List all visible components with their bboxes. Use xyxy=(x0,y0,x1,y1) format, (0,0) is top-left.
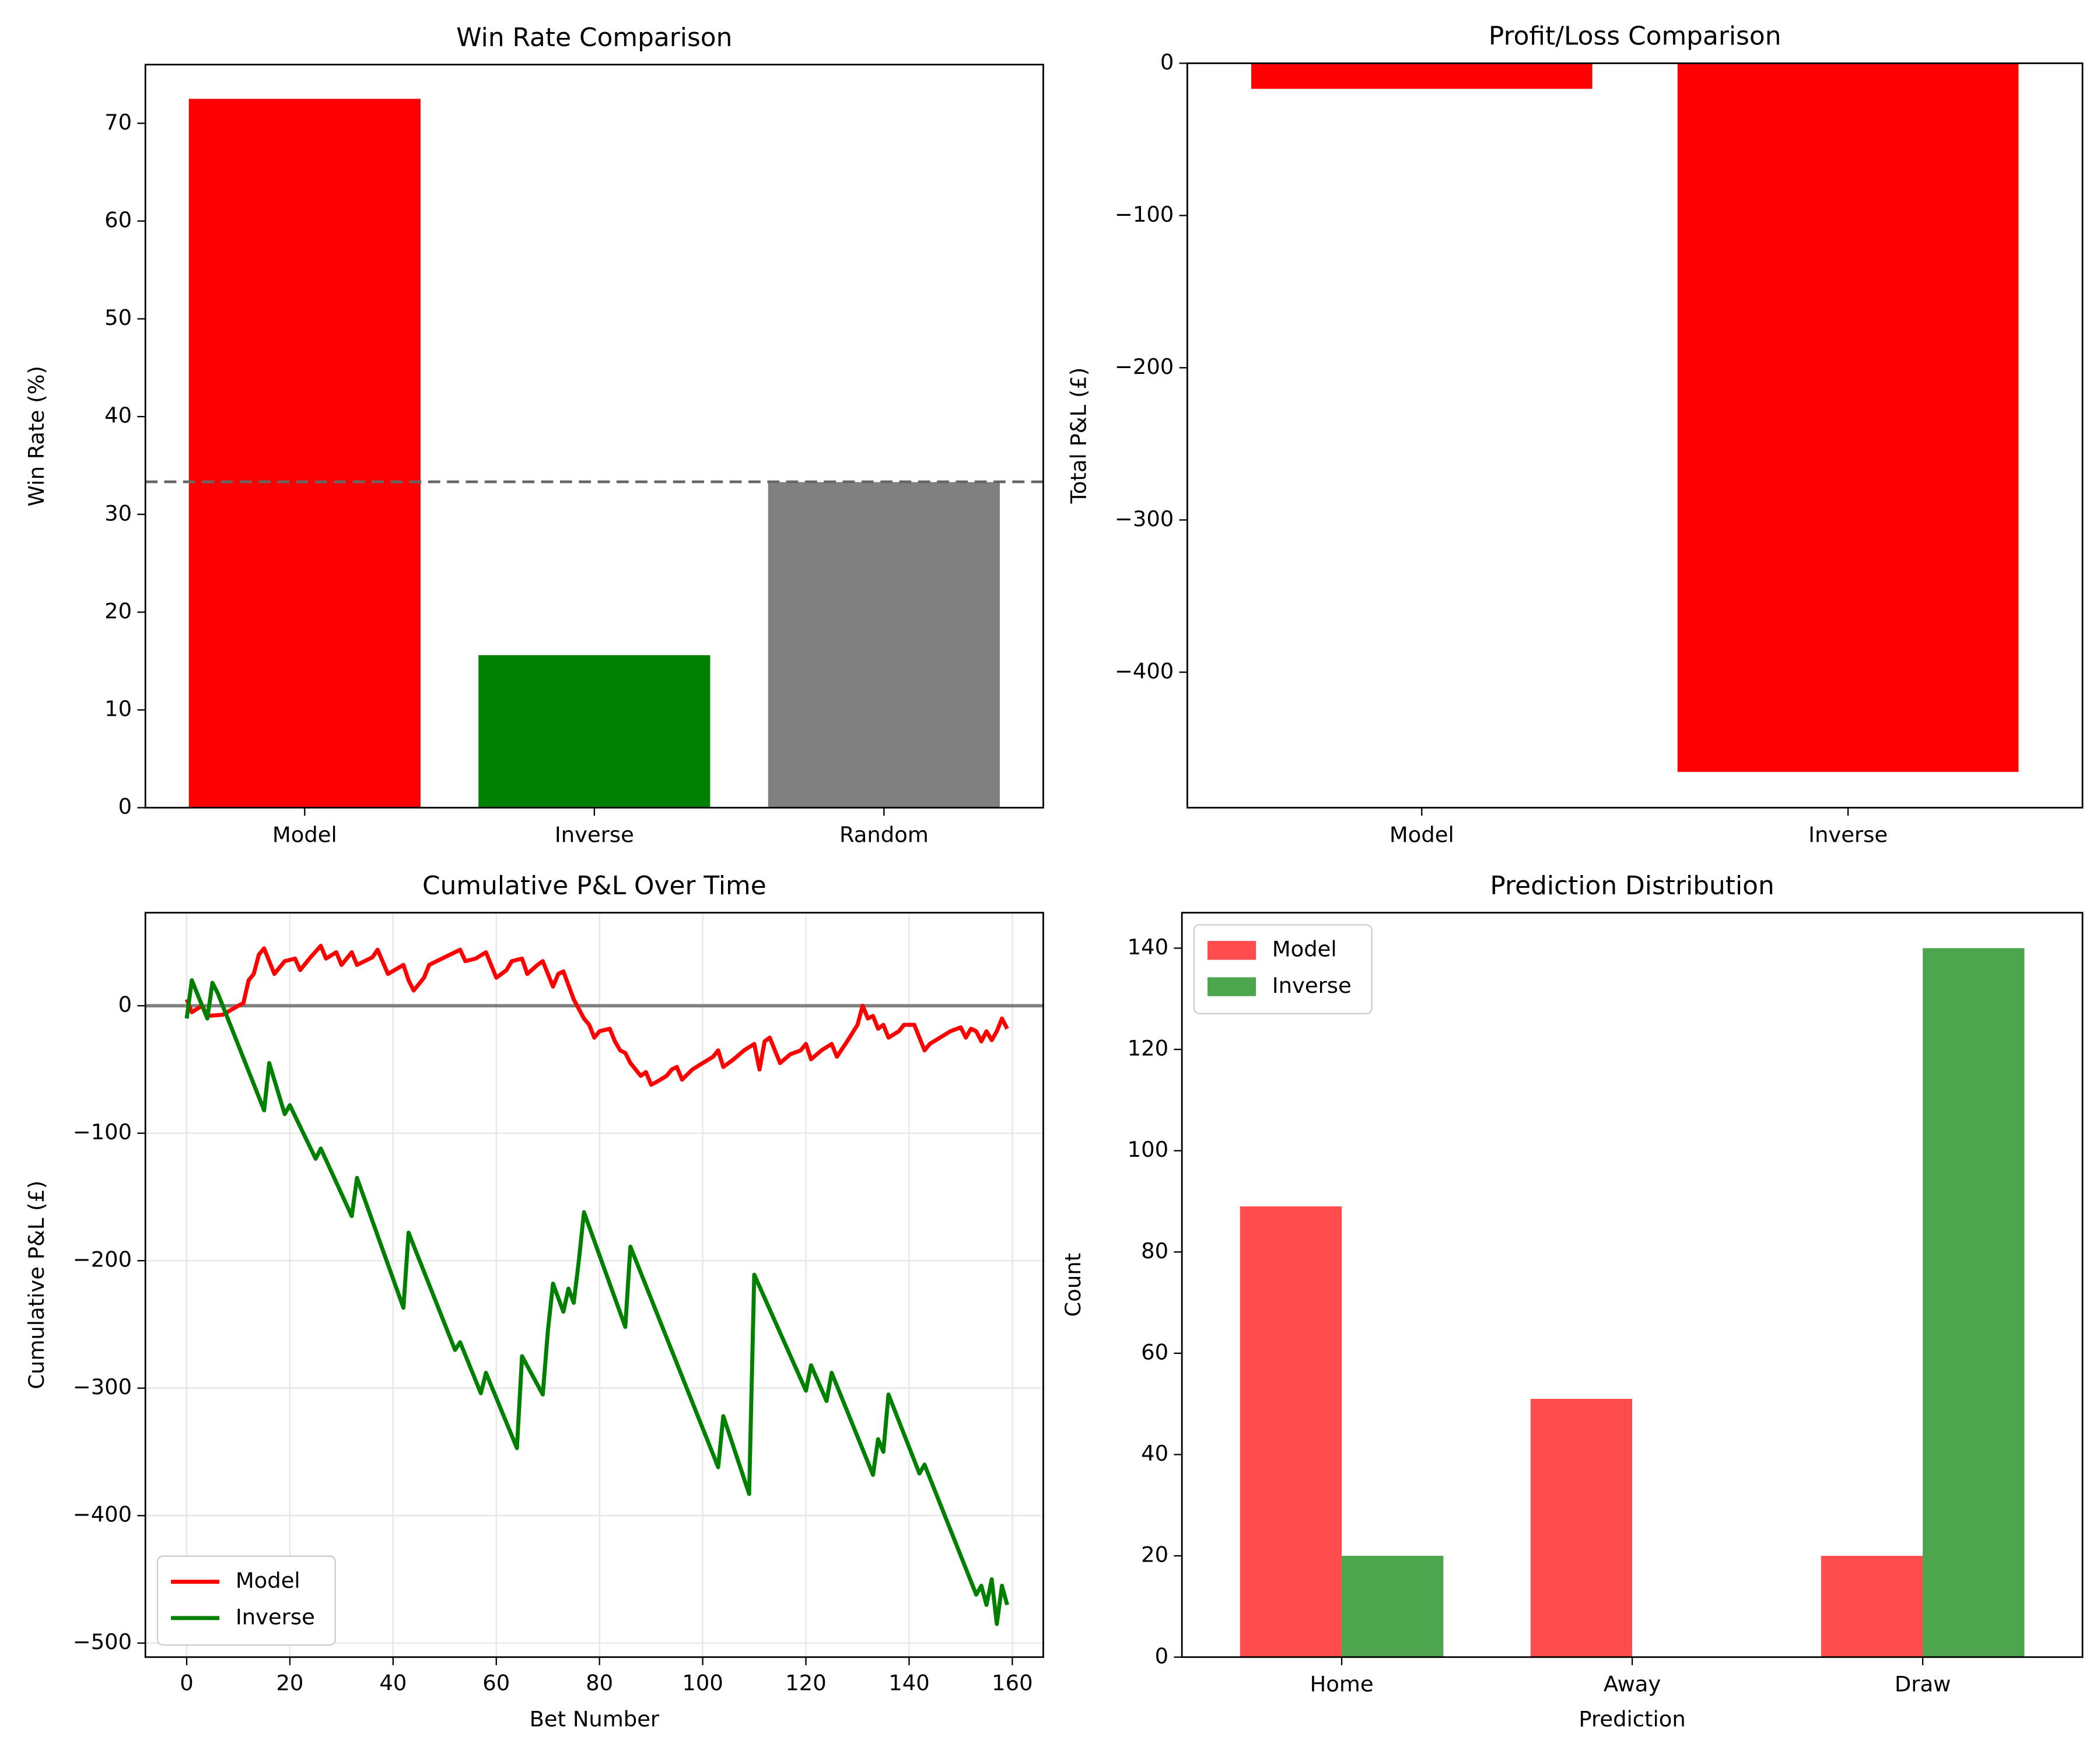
x-tick-label: 100 xyxy=(682,1670,723,1695)
bar xyxy=(188,99,421,808)
y-tick-label: −500 xyxy=(73,1629,132,1654)
x-tick-label: Model xyxy=(272,822,337,848)
x-tick-label: 20 xyxy=(276,1670,303,1695)
y-axis-label: Count xyxy=(1060,1253,1086,1317)
bar xyxy=(1342,1556,1444,1657)
x-tick-label: Away xyxy=(1604,1672,1661,1697)
panel: 0 20 40 60 80 100 120 140 Home Away Draw Prediction… xyxy=(1060,871,2084,1732)
chart-title: Prediction Distribution xyxy=(1490,871,1774,901)
x-tick-label: 160 xyxy=(992,1670,1032,1695)
bar xyxy=(478,655,710,808)
x-tick-label: Draw xyxy=(1895,1672,1951,1697)
x-tick-label: Inverse xyxy=(1808,822,1888,848)
y-tick-label: 60 xyxy=(104,207,132,232)
x-tick-label: 120 xyxy=(785,1670,826,1695)
legend-swatch xyxy=(1208,977,1256,996)
x-tick-label: Inverse xyxy=(555,822,634,848)
y-tick-label: 20 xyxy=(104,598,132,624)
x-axis-label: Prediction xyxy=(1578,1707,1685,1732)
plot-frame xyxy=(144,64,1044,808)
y-tick-label: 120 xyxy=(1128,1036,1168,1061)
y-tick-label: 60 xyxy=(1141,1339,1168,1364)
y-tick-label: 0 xyxy=(118,992,132,1017)
y-tick-label: 40 xyxy=(104,403,132,428)
line-series xyxy=(184,943,1009,1087)
chart-title: Profit/Loss Comparison xyxy=(1489,22,1782,51)
x-tick-label: Random xyxy=(839,822,929,848)
y-tick-label: 40 xyxy=(1141,1441,1168,1466)
x-tick-label: Model xyxy=(1390,822,1454,848)
x-tick-label: 40 xyxy=(379,1670,407,1695)
bar xyxy=(1923,948,2025,1657)
line-series xyxy=(184,978,1009,1626)
y-tick-label: −100 xyxy=(1115,202,1174,227)
y-tick-label: −400 xyxy=(1115,659,1174,684)
y-tick-label: 50 xyxy=(104,305,132,330)
panel: 0 10 20 30 40 50 60 70 Model Inverse Random Win Rat… xyxy=(24,23,1044,848)
chart-title: Cumulative P&L Over Time xyxy=(422,871,766,901)
bar xyxy=(1821,1556,1923,1657)
x-axis-label: Bet Number xyxy=(530,1707,660,1732)
y-tick-label: 0 xyxy=(1155,1643,1168,1668)
legend-label: Model xyxy=(1272,937,1337,962)
y-tick-label: −400 xyxy=(73,1502,132,1527)
y-tick-label: 20 xyxy=(1141,1542,1168,1567)
y-tick-label: 140 xyxy=(1128,935,1168,960)
y-tick-label: 30 xyxy=(104,501,132,526)
panel: −500 −400 −300 −200 −100 0 0 20 40 60 80 100 120 140 1… xyxy=(24,871,1044,1732)
y-axis-label: Total P&L (£) xyxy=(1066,368,1091,505)
y-tick-label: 0 xyxy=(118,794,132,819)
y-tick-label: −300 xyxy=(73,1374,132,1399)
y-tick-label: 70 xyxy=(104,110,132,135)
y-tick-label: 0 xyxy=(1160,50,1174,75)
y-axis-label: Win Rate (%) xyxy=(24,366,49,506)
bar xyxy=(1677,63,2019,772)
plot-frame xyxy=(1181,912,2084,1658)
y-axis-label: Cumulative P&L (£) xyxy=(24,1181,49,1390)
y-tick-label: −300 xyxy=(1115,506,1174,531)
plot-frame xyxy=(1186,62,2084,808)
bar xyxy=(1251,63,1592,89)
legend-label: Inverse xyxy=(236,1604,315,1629)
legend-label: Inverse xyxy=(1272,973,1352,998)
x-tick-label: 60 xyxy=(482,1670,510,1695)
x-tick-label: 80 xyxy=(586,1670,613,1695)
x-tick-label: Home xyxy=(1310,1672,1374,1697)
y-tick-label: −200 xyxy=(73,1247,132,1272)
y-tick-label: 80 xyxy=(1141,1238,1168,1264)
plot-frame xyxy=(144,912,1044,1658)
bar xyxy=(1530,1399,1633,1657)
bar xyxy=(768,482,1000,808)
panel: −400 −300 −200 −100 0 Model Inverse Profit/Loss… xyxy=(1066,22,2084,848)
chart-title: Win Rate Comparison xyxy=(456,23,732,52)
legend-label: Model xyxy=(236,1568,300,1593)
y-tick-label: −200 xyxy=(1115,354,1174,379)
y-tick-label: 100 xyxy=(1128,1137,1168,1162)
legend-box xyxy=(156,1555,336,1646)
legend-swatch xyxy=(1208,941,1256,960)
y-tick-label: 10 xyxy=(104,696,132,722)
y-tick-label: −100 xyxy=(73,1119,132,1144)
x-tick-label: 0 xyxy=(180,1670,193,1695)
bar xyxy=(1240,1206,1342,1657)
x-tick-label: 140 xyxy=(888,1670,929,1695)
